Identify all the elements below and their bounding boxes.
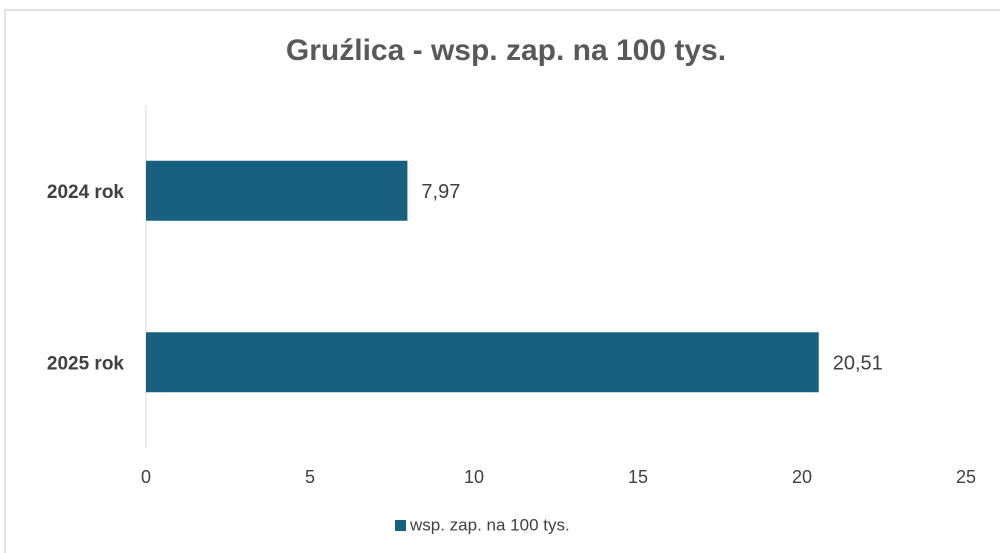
legend-label: wsp. zap. na 100 tys. xyxy=(409,515,570,534)
x-tick-label: 25 xyxy=(956,467,976,487)
x-tick-label: 0 xyxy=(141,467,151,487)
y-tick-label: 2025 rok xyxy=(47,353,125,374)
chart-title: Gruźlica - wsp. zap. na 100 tys. xyxy=(286,34,726,67)
x-tick-label: 5 xyxy=(305,467,315,487)
chart-border xyxy=(4,9,1000,553)
x-tick-label: 20 xyxy=(792,467,812,487)
data-label: 20,51 xyxy=(833,353,883,375)
x-tick-label: 15 xyxy=(628,467,648,487)
data-label: 7,97 xyxy=(421,181,460,203)
x-tick-label: 10 xyxy=(464,467,484,487)
legend-swatch xyxy=(395,520,406,531)
y-tick-label: 2024 rok xyxy=(47,182,125,203)
bar xyxy=(146,332,819,393)
bar xyxy=(146,160,408,221)
